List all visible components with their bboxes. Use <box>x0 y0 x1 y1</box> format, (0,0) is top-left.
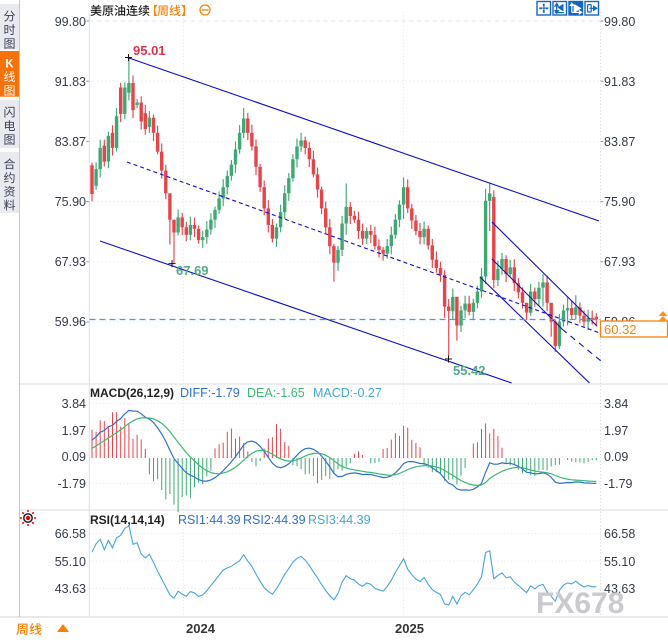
svg-text:67.69: 67.69 <box>176 263 209 278</box>
svg-text:75.90: 75.90 <box>604 195 635 209</box>
svg-text:75.90: 75.90 <box>55 195 86 209</box>
svg-text:43.63: 43.63 <box>604 582 635 596</box>
svg-text:RSI2:44.39: RSI2:44.39 <box>243 513 306 527</box>
svg-text:DIFF:-1.79: DIFF:-1.79 <box>180 386 240 400</box>
svg-text:2025: 2025 <box>395 621 424 636</box>
svg-text:RSI1:44.39: RSI1:44.39 <box>178 513 241 527</box>
svg-text:43.63: 43.63 <box>55 582 86 596</box>
svg-text:RSI3:44.39: RSI3:44.39 <box>308 513 371 527</box>
svg-text:0.09: 0.09 <box>604 450 628 464</box>
svg-text:95.01: 95.01 <box>133 43 166 58</box>
svg-text:99.80: 99.80 <box>604 15 635 29</box>
svg-text:55.42: 55.42 <box>453 363 486 378</box>
svg-text:60.32: 60.32 <box>604 322 637 337</box>
svg-text:0.09: 0.09 <box>62 450 86 464</box>
svg-text:91.83: 91.83 <box>55 75 86 89</box>
svg-text:91.83: 91.83 <box>604 75 635 89</box>
svg-text:3.84: 3.84 <box>604 397 628 411</box>
svg-text:55.10: 55.10 <box>55 555 86 569</box>
svg-text:3.84: 3.84 <box>62 397 86 411</box>
svg-text:55.10: 55.10 <box>604 555 635 569</box>
svg-text:FX678: FX678 <box>536 587 624 620</box>
svg-text:67.93: 67.93 <box>604 255 635 269</box>
svg-text:67.93: 67.93 <box>55 255 86 269</box>
svg-text:-1.79: -1.79 <box>58 477 87 491</box>
svg-text:MACD(26,12,9): MACD(26,12,9) <box>90 386 174 400</box>
svg-text:66.58: 66.58 <box>604 527 635 541</box>
svg-text:59.96: 59.96 <box>55 315 86 329</box>
svg-text:99.80: 99.80 <box>55 15 86 29</box>
svg-text:83.87: 83.87 <box>604 135 635 149</box>
svg-text:66.58: 66.58 <box>55 527 86 541</box>
svg-text:2024: 2024 <box>186 621 216 636</box>
svg-text:-1.79: -1.79 <box>604 477 633 491</box>
svg-text:MACD:-0.27: MACD:-0.27 <box>313 386 382 400</box>
svg-text:DEA:-1.65: DEA:-1.65 <box>247 386 305 400</box>
svg-text:83.87: 83.87 <box>55 135 86 149</box>
svg-text:1.97: 1.97 <box>62 424 86 438</box>
svg-text:1.97: 1.97 <box>604 424 628 438</box>
svg-text:RSI(14,14,14): RSI(14,14,14) <box>90 513 165 527</box>
svg-text:K: K <box>5 59 14 71</box>
